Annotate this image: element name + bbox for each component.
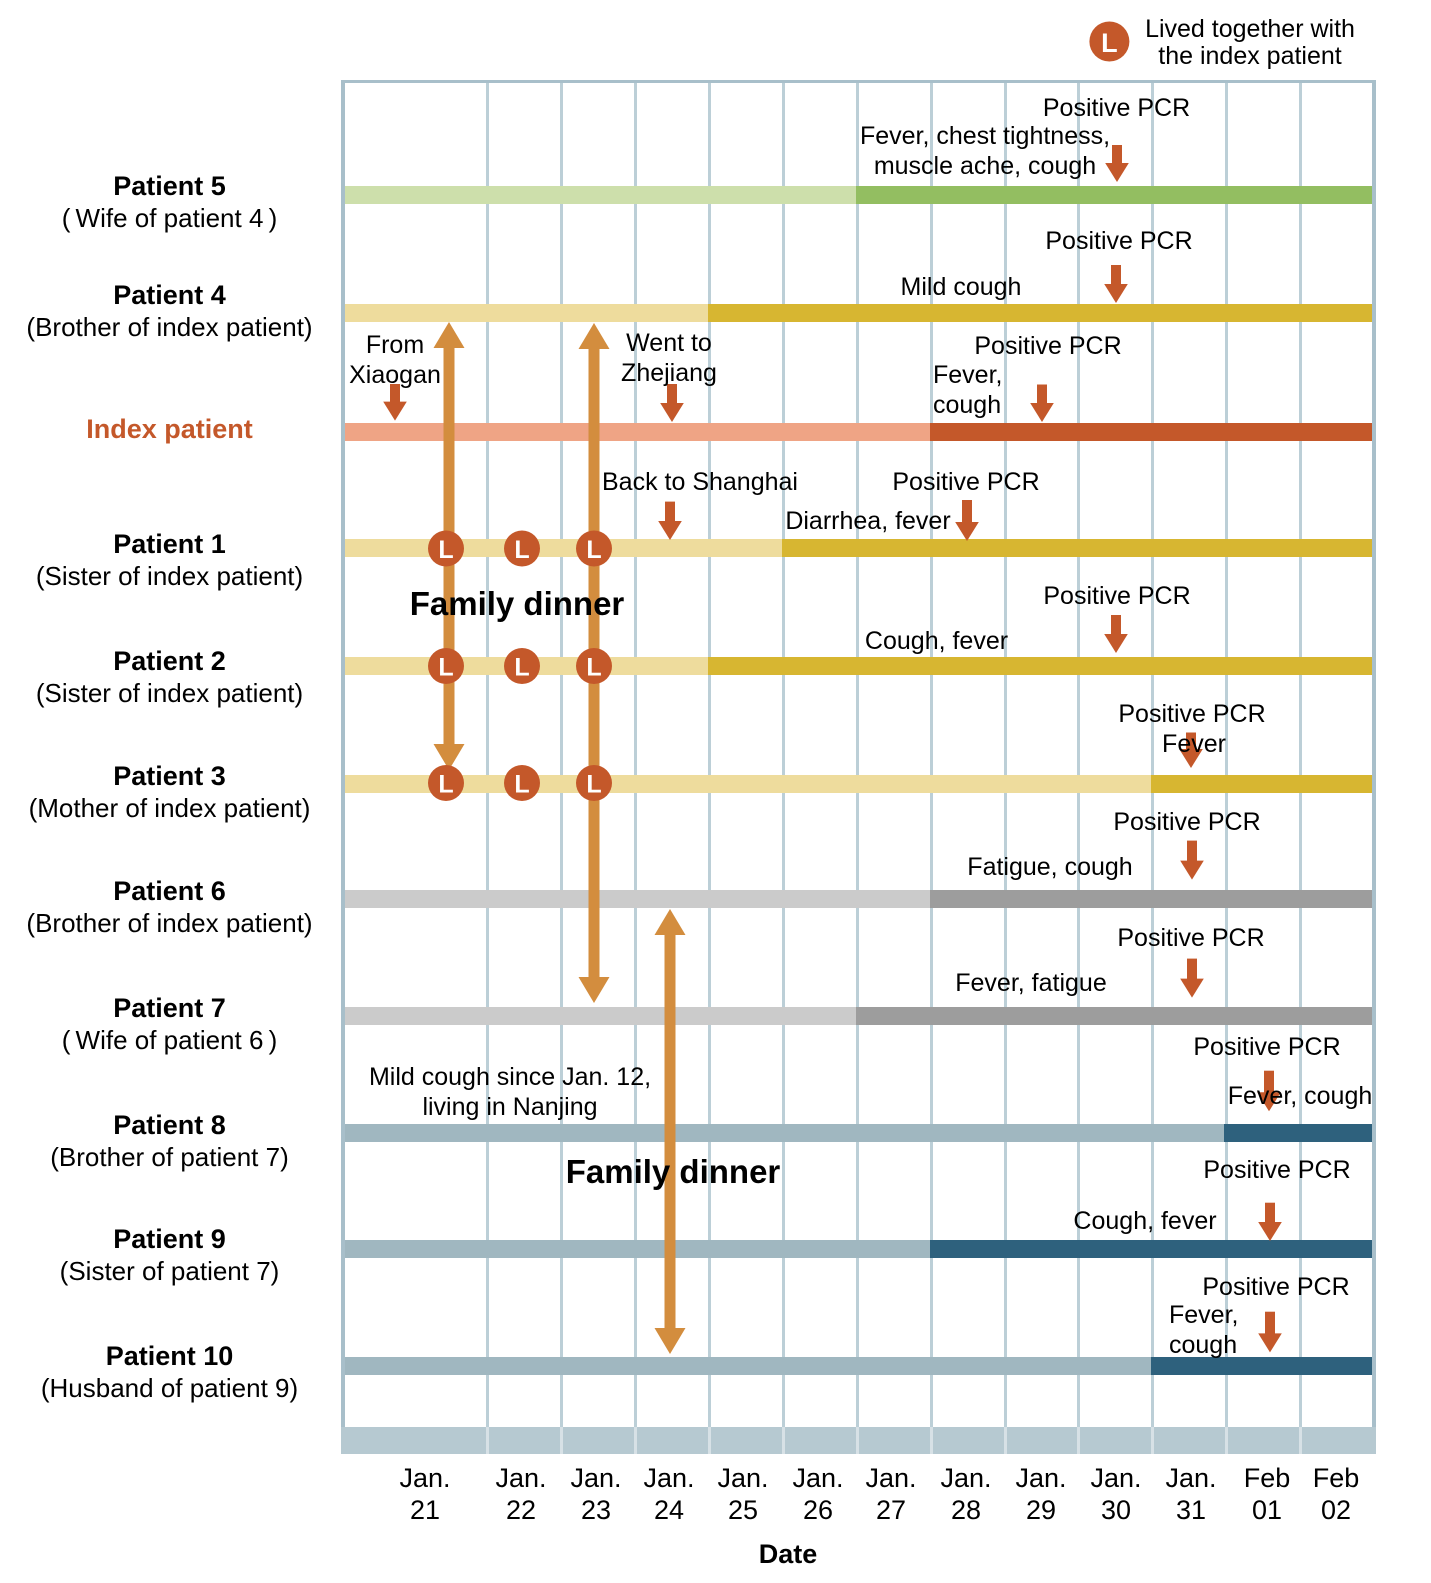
svg-text:L: L (514, 771, 529, 799)
svg-text:L: L (438, 536, 453, 564)
svg-text:L: L (514, 654, 529, 682)
svg-text:L: L (1101, 28, 1118, 58)
svg-text:L: L (438, 654, 453, 682)
svg-text:L: L (586, 536, 601, 564)
svg-text:L: L (514, 536, 529, 564)
svg-text:L: L (586, 771, 601, 799)
svg-text:L: L (438, 771, 453, 799)
svg-text:L: L (586, 654, 601, 682)
